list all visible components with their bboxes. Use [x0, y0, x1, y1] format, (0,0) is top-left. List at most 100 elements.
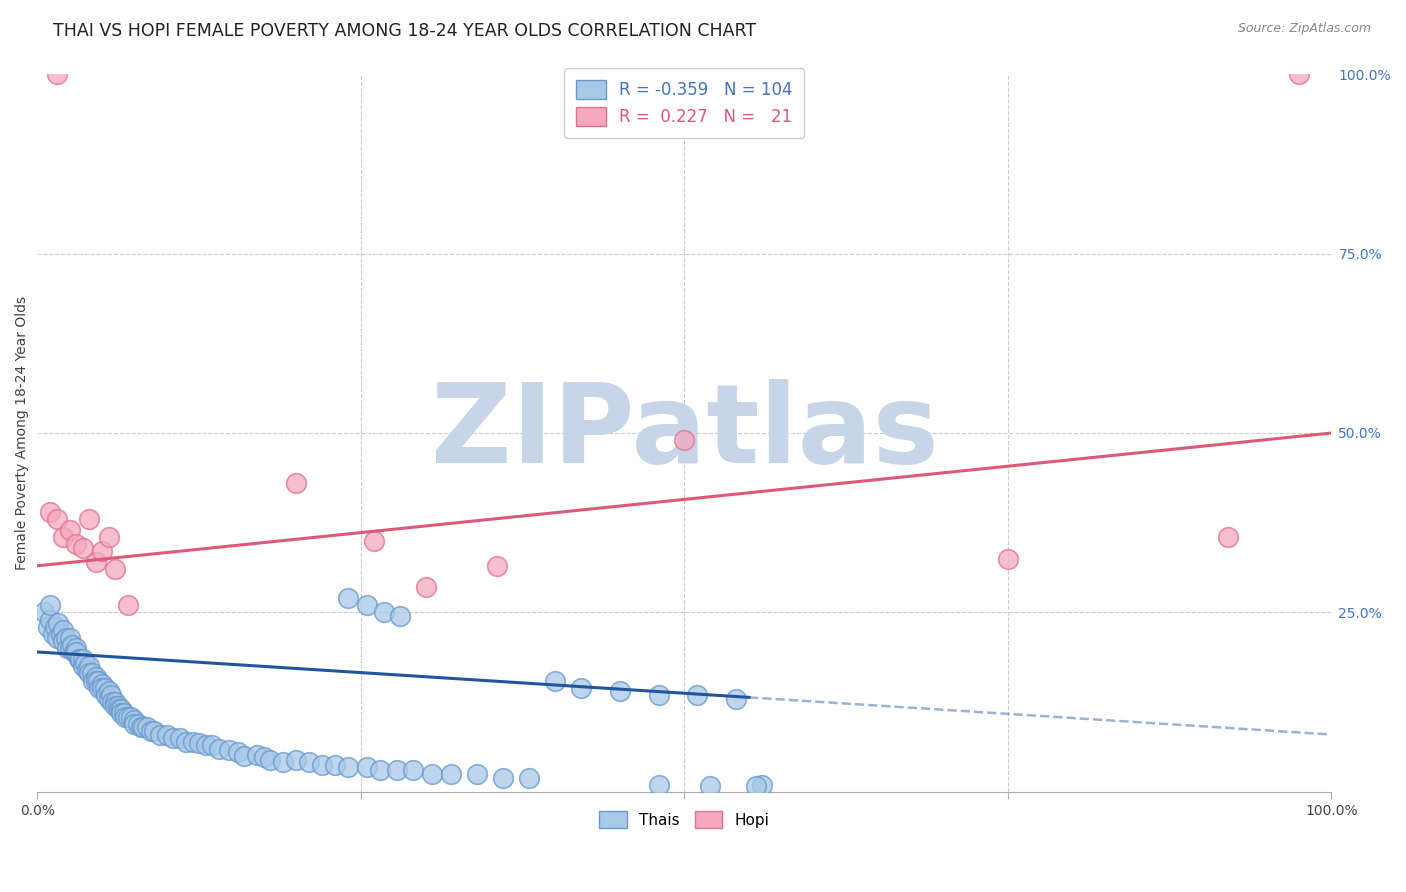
Point	[492, 771, 515, 785]
Point	[65, 537, 87, 551]
Point	[323, 757, 346, 772]
Point	[298, 755, 321, 769]
Point	[609, 684, 631, 698]
Point	[1216, 530, 1239, 544]
Legend: Thais, Hopi: Thais, Hopi	[593, 805, 776, 835]
Point	[136, 720, 159, 734]
Point	[101, 695, 124, 709]
Point	[84, 670, 107, 684]
Point	[67, 652, 90, 666]
Point	[104, 695, 127, 709]
Point	[110, 706, 132, 720]
Point	[37, 620, 59, 634]
Point	[52, 530, 75, 544]
Point	[141, 723, 163, 738]
Point	[142, 723, 165, 738]
Point	[91, 681, 114, 695]
Point	[72, 659, 94, 673]
Point	[49, 627, 72, 641]
Point	[39, 599, 62, 613]
Point	[363, 533, 385, 548]
Point	[253, 750, 276, 764]
Point	[129, 720, 152, 734]
Point	[725, 691, 748, 706]
Point	[59, 641, 82, 656]
Point	[77, 512, 100, 526]
Point	[100, 688, 122, 702]
Point	[259, 753, 281, 767]
Y-axis label: Female Poverty Among 18-24 Year Olds: Female Poverty Among 18-24 Year Olds	[15, 296, 30, 570]
Point	[104, 698, 127, 713]
Point	[485, 558, 508, 573]
Point	[647, 778, 669, 792]
Point	[271, 755, 294, 769]
Point	[336, 760, 359, 774]
Point	[91, 544, 114, 558]
Point	[356, 760, 378, 774]
Point	[60, 638, 83, 652]
Point	[59, 631, 82, 645]
Text: Source: ZipAtlas.com: Source: ZipAtlas.com	[1237, 22, 1371, 36]
Point	[89, 681, 111, 695]
Text: ZIPatlas: ZIPatlas	[430, 379, 938, 486]
Point	[246, 747, 269, 762]
Point	[45, 631, 67, 645]
Point	[127, 716, 149, 731]
Point	[285, 753, 308, 767]
Point	[32, 606, 55, 620]
Point	[699, 779, 721, 793]
Point	[97, 684, 120, 698]
Point	[112, 706, 135, 720]
Point	[72, 652, 94, 666]
Point	[1288, 67, 1310, 81]
Point	[124, 713, 146, 727]
Point	[415, 580, 437, 594]
Point	[373, 606, 395, 620]
Point	[336, 591, 359, 606]
Point	[744, 779, 766, 793]
Point	[94, 688, 117, 702]
Point	[97, 691, 120, 706]
Point	[87, 673, 110, 688]
Point	[52, 624, 75, 638]
Point	[156, 727, 179, 741]
Point	[751, 778, 773, 792]
Point	[84, 555, 107, 569]
Point	[997, 551, 1019, 566]
Point	[72, 541, 94, 555]
Point	[120, 709, 142, 723]
Point	[181, 735, 204, 749]
Point	[77, 666, 100, 681]
Point	[117, 709, 139, 723]
Point	[233, 749, 256, 764]
Point	[440, 767, 463, 781]
Point	[45, 67, 67, 81]
Point	[162, 731, 184, 745]
Point	[686, 688, 709, 702]
Point	[93, 681, 115, 695]
Point	[368, 764, 391, 778]
Point	[46, 616, 69, 631]
Point	[226, 746, 249, 760]
Point	[132, 720, 155, 734]
Point	[108, 702, 131, 716]
Point	[544, 673, 567, 688]
Point	[117, 599, 139, 613]
Point	[44, 620, 66, 634]
Point	[517, 771, 540, 785]
Point	[385, 764, 408, 778]
Point	[207, 742, 229, 756]
Point	[569, 681, 592, 695]
Point	[55, 631, 77, 645]
Point	[62, 645, 84, 659]
Point	[65, 641, 87, 656]
Point	[45, 512, 67, 526]
Point	[673, 433, 696, 447]
Point	[39, 613, 62, 627]
Point	[311, 757, 333, 772]
Point	[39, 505, 62, 519]
Point	[52, 634, 75, 648]
Point	[388, 609, 411, 624]
Point	[82, 673, 104, 688]
Point	[75, 656, 97, 670]
